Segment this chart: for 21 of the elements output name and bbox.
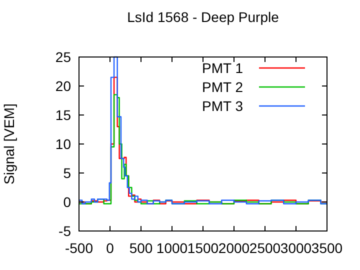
x-tick-label: 0	[106, 240, 114, 256]
x-tick-label: 3500	[311, 240, 343, 256]
y-tick-label: 25	[55, 49, 72, 65]
y-tick-label: 20	[55, 78, 72, 94]
y-axis-title: Signal [VEM]	[1, 104, 17, 184]
chart-title: LsId 1568 - Deep Purple	[127, 9, 280, 25]
x-tick-label: 1500	[187, 240, 219, 256]
y-tick-label: 0	[63, 194, 72, 210]
x-tick-label: 2500	[249, 240, 281, 256]
y-tick-label: 15	[55, 107, 72, 123]
legend-label: PMT 3	[202, 98, 244, 114]
x-tick-label: 2000	[218, 240, 250, 256]
y-tick-label: 10	[55, 136, 72, 152]
x-tick-label: 1000	[156, 240, 188, 256]
x-tick-label: 500	[129, 240, 153, 256]
x-tick-label: 3000	[280, 240, 312, 256]
x-tick-label: -500	[64, 240, 94, 256]
y-tick-label: 5	[63, 165, 72, 181]
legend-label: PMT 2	[202, 79, 244, 95]
y-tick-label: -5	[58, 223, 72, 239]
legend-label: PMT 1	[202, 60, 244, 76]
